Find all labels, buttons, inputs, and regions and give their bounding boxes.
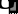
Legend: rMET1.ECL.1, rMET1.LS.1: rMET1.ECL.1, rMET1.LS.1 (0, 0, 9, 14)
Text: FIG. 2: FIG. 2 (0, 0, 18, 13)
Text: ELISA : rMET1 Antibody: ELISA : rMET1 Antibody (0, 0, 18, 1)
